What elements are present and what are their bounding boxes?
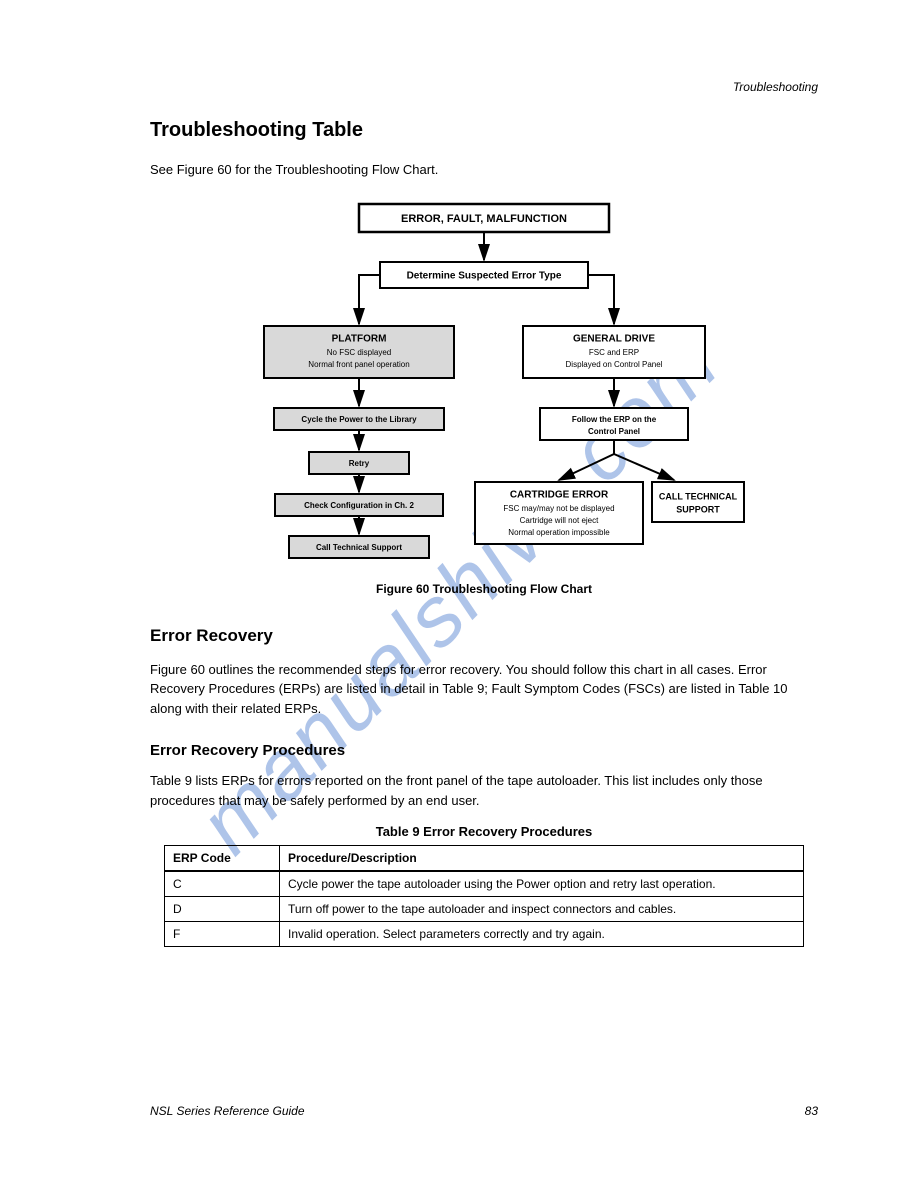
node-general-l2: Displayed on Control Panel <box>566 360 663 369</box>
th-erp-code: ERP Code <box>165 846 280 872</box>
node-call-left: Call Technical Support <box>316 543 402 552</box>
section-error-recovery-heading: Error Recovery <box>150 626 818 646</box>
page-title: Troubleshooting Table <box>150 119 818 142</box>
node-cart-title: CARTRIDGE ERROR <box>510 489 609 500</box>
cell-desc: Invalid operation. Select parameters cor… <box>280 922 804 947</box>
footer-page-number: 83 <box>805 1104 818 1118</box>
cell-desc: Turn off power to the tape autoloader an… <box>280 897 804 922</box>
node-platform-l2: Normal front panel operation <box>308 360 409 369</box>
node-cart-l1: FSC may/may not be displayed <box>503 504 614 513</box>
table-number: Table 9 <box>376 824 423 839</box>
node-check: Check Configuration in Ch. 2 <box>304 501 414 510</box>
node-general-title: GENERAL DRIVE <box>573 333 655 344</box>
page-footer: NSL Series Reference Guide 83 <box>150 1104 818 1118</box>
node-call-right-l1: CALL TECHNICAL <box>659 491 738 501</box>
figure-caption: Figure 60 Troubleshooting Flow Chart <box>150 582 818 596</box>
section-erp-text: Table 9 lists ERPs for errors reported o… <box>150 771 818 810</box>
node-cart-l3: Normal operation impossible <box>508 528 610 537</box>
cell-code: F <box>165 922 280 947</box>
intro-paragraph: See Figure 60 for the Troubleshooting Fl… <box>150 160 818 180</box>
table-header-row: ERP Code Procedure/Description <box>165 846 804 872</box>
footer-left: NSL Series Reference Guide <box>150 1104 305 1118</box>
erp-table: ERP Code Procedure/Description C Cycle p… <box>164 845 804 947</box>
th-description: Procedure/Description <box>280 846 804 872</box>
table-caption: Table 9 Error Recovery Procedures <box>150 824 818 839</box>
cell-desc: Cycle power the tape autoloader using th… <box>280 871 804 897</box>
table-row: C Cycle power the tape autoloader using … <box>165 871 804 897</box>
table-title: Error Recovery Procedures <box>423 824 592 839</box>
node-platform-title: PLATFORM <box>332 333 387 344</box>
section-erp-heading: Error Recovery Procedures <box>150 742 818 759</box>
node-cycle: Cycle the Power to the Library <box>301 415 417 424</box>
figure-title: Troubleshooting Flow Chart <box>433 582 592 596</box>
node-root: ERROR, FAULT, MALFUNCTION <box>401 212 567 224</box>
node-call-right-l2: SUPPORT <box>676 504 720 514</box>
table-row: F Invalid operation. Select parameters c… <box>165 922 804 947</box>
section-error-recovery-text: Figure 60 outlines the recommended steps… <box>150 660 818 719</box>
figure-number: Figure 60 <box>376 582 433 596</box>
node-follow-l1: Follow the ERP on the <box>572 415 657 424</box>
node-cart-l2: Cartridge will not eject <box>520 516 599 525</box>
node-determine: Determine Suspected Error Type <box>407 270 562 281</box>
table-row: D Turn off power to the tape autoloader … <box>165 897 804 922</box>
cell-code: C <box>165 871 280 897</box>
running-head: Troubleshooting <box>150 80 818 94</box>
node-follow-l2: Control Panel <box>588 427 640 436</box>
node-retry: Retry <box>349 459 370 468</box>
cell-code: D <box>165 897 280 922</box>
node-general-l1: FSC and ERP <box>589 348 639 357</box>
troubleshooting-flowchart: ERROR, FAULT, MALFUNCTION Determine Susp… <box>219 194 749 574</box>
page: Troubleshooting Troubleshooting Table Se… <box>0 0 918 1007</box>
node-platform-l1: No FSC displayed <box>327 348 391 357</box>
